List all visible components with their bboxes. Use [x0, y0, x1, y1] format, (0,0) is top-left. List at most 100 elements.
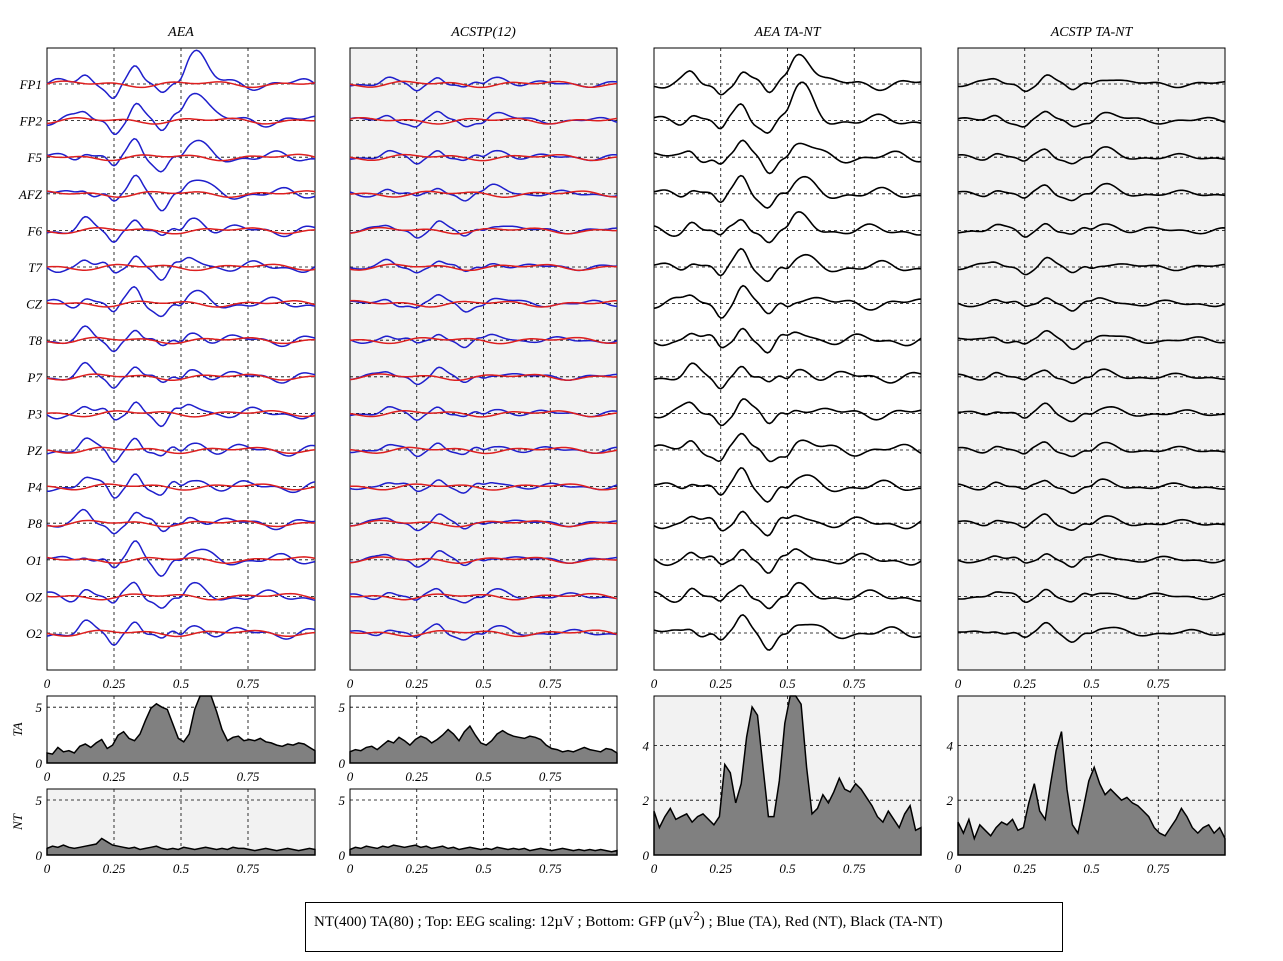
trace-o1-red: [349, 556, 618, 564]
x-tick-label: 0: [651, 676, 658, 691]
channel-label-t7: T7: [28, 260, 42, 275]
trace-p8-black: [653, 510, 922, 537]
trace-p3-black: [957, 402, 1225, 423]
gfp-ylabel: TA: [10, 722, 25, 736]
trace-o2-black: [957, 621, 1226, 644]
gfp-x-tick-label: 0: [651, 861, 658, 876]
x-tick-label: 0.75: [843, 676, 866, 691]
gfp-panel: 0 2 4 0 0.25 0.5 0.75: [947, 695, 1226, 876]
gfp-panel: 0 5 0 0.25 0.5 0.75: [339, 695, 618, 784]
trace-fp2-blue: [46, 92, 316, 136]
trace-p4-black: [957, 478, 1225, 495]
trace-cz-blue: [349, 293, 618, 313]
gfp-x-tick-label: 0: [955, 861, 962, 876]
trace-p3-red: [349, 410, 618, 418]
trace-p3-red: [46, 410, 316, 418]
trace-fp2-red: [349, 116, 618, 125]
trace-fp1-black: [957, 74, 1226, 93]
trace-f5-black: [653, 139, 922, 175]
gfp-area: [349, 724, 618, 764]
gfp-y-tick-label: 5: [36, 793, 43, 808]
gfp-x-tick-label: 0.75: [843, 861, 866, 876]
gfp-x-tick-label: 0.25: [405, 861, 428, 876]
channel-label-p8: P8: [27, 516, 43, 531]
trace-p7-black: [957, 368, 1226, 385]
trace-pz-red: [349, 446, 618, 455]
trace-afz-red: [349, 190, 617, 198]
trace-f6-black: [653, 210, 922, 244]
trace-t7-red: [349, 263, 618, 272]
gfp-area: [653, 695, 922, 856]
x-tick-label: 0: [955, 676, 962, 691]
trace-o2-red: [349, 629, 618, 638]
trace-oz-black: [957, 588, 1226, 604]
trace-t7-blue: [46, 255, 316, 282]
panel-3: ACSTP TA-NT 0 0.25 0.5 0.75 0 2 4 0 0.25 0.5 0.75: [947, 25, 1226, 876]
trace-o1-black: [957, 552, 1226, 568]
trace-p4-red: [46, 483, 316, 491]
panel-title: ACSTP(12): [450, 25, 516, 40]
trace-oz-black: [653, 581, 921, 610]
trace-o2-blue: [349, 623, 618, 641]
trace-o1-red: [46, 556, 316, 564]
trace-t8-red: [349, 336, 618, 345]
trace-oz-blue: [46, 581, 316, 609]
gfp-x-tick-label: 0: [347, 769, 354, 784]
trace-afz-red: [46, 190, 316, 198]
trace-f5-black: [957, 146, 1226, 165]
gfp-area: [349, 844, 618, 856]
trace-f5-red: [46, 153, 316, 162]
trace-p4-blue: [349, 479, 618, 494]
gfp-area: [46, 695, 316, 764]
trace-f6-black: [957, 222, 1226, 238]
x-tick-label: 0.5: [173, 676, 190, 691]
gfp-x-tick-label: 0.25: [103, 769, 126, 784]
x-tick-label: 0.25: [405, 676, 428, 691]
trace-pz-red: [46, 446, 316, 455]
gfp-x-tick-label: 0: [44, 861, 51, 876]
panel-0: AEA 0 0.25 0.5 0.75 FP1 FP2 F5 AFZ F6 T7 CZ T8 P7 P3 PZ…: [10, 25, 316, 876]
trace-pz-black: [957, 441, 1226, 458]
channel-label-o2: O2: [26, 626, 42, 641]
trace-p3-blue: [46, 401, 316, 428]
gfp-x-tick-label: 0.5: [475, 861, 492, 876]
x-tick-label: 0.25: [103, 676, 126, 691]
channel-label-p4: P4: [27, 480, 43, 495]
gfp-y-tick-label: 0: [36, 848, 43, 863]
x-tick-label: 0.75: [539, 676, 562, 691]
channel-label-f6: F6: [27, 223, 43, 238]
x-tick-label: 0.75: [1147, 676, 1170, 691]
gfp-x-tick-label: 0.25: [103, 861, 126, 876]
gfp-y-tick-label: 4: [947, 738, 954, 753]
trace-fp2-black: [653, 81, 922, 134]
panel-2: AEA TA-NT 0 0.25 0.5 0.75 0 2 4 0 0.25 0.5 0.75: [643, 25, 922, 876]
trace-t8-blue: [349, 333, 618, 349]
gfp-y-tick-label: 5: [339, 700, 346, 715]
trace-f6-red: [46, 227, 316, 235]
trace-afz-black: [653, 174, 922, 209]
trace-f6-red: [349, 226, 617, 235]
trace-o2-black: [653, 614, 922, 651]
caption-text-end: ) ; Blue (TA), Red (NT), Black (TA-NT): [699, 914, 943, 930]
trace-p7-red: [349, 373, 617, 381]
trace-cz-red: [349, 299, 618, 308]
trace-p7-red: [46, 373, 315, 382]
gfp-y-tick-label: 0: [36, 756, 43, 771]
gfp-y-tick-label: 0: [339, 756, 346, 771]
trace-p8-red: [349, 519, 618, 528]
channel-label-fp1: FP1: [19, 77, 42, 92]
trace-fp1-red: [349, 80, 618, 89]
trace-p4-blue: [46, 473, 316, 499]
trace-o1-blue: [46, 540, 316, 578]
gfp-y-tick-label: 2: [643, 793, 650, 808]
channel-label-t8: T8: [28, 333, 42, 348]
trace-t8-black: [653, 327, 922, 354]
trace-p4-black: [653, 467, 922, 503]
trace-t7-black: [957, 256, 1226, 276]
gfp-x-tick-label: 0.5: [173, 769, 190, 784]
gfp-x-tick-label: 0.75: [237, 861, 260, 876]
trace-f5-red: [349, 153, 618, 162]
caption-text: NT(400) TA(80) ; Top: EEG scaling: 12µV …: [314, 914, 694, 930]
x-tick-label: 0.5: [779, 676, 796, 691]
